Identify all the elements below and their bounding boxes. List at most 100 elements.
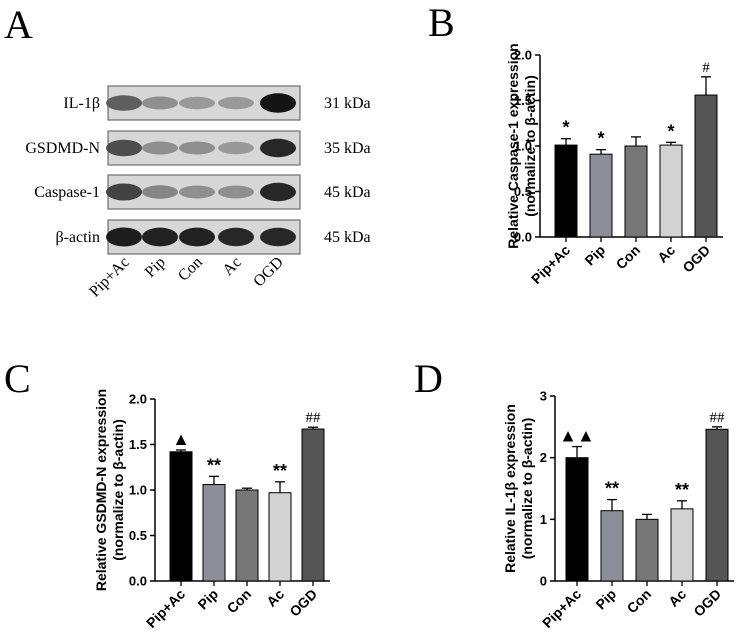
significance-marker: ** [605, 479, 619, 499]
y-tick-label: 1.0 [129, 483, 147, 498]
y-tick-label: 0.5 [129, 528, 147, 543]
significance-marker: # [702, 60, 710, 76]
blot-protein-label: GSDMD-N [25, 140, 100, 157]
panel-letter-d: D [414, 356, 443, 401]
bar [670, 508, 694, 582]
blot-lane-label: Pip [142, 254, 169, 281]
blot-size-label: 45 kDa [324, 229, 371, 246]
blot-lane-label: Con [175, 254, 206, 285]
significance-marker: ** [207, 455, 221, 475]
x-tick-label: Con [613, 242, 644, 273]
blot-band [260, 93, 296, 113]
significance-marker: ▲ [172, 429, 190, 449]
significance-marker: ## [710, 410, 726, 426]
blot-band [260, 138, 296, 158]
blot-protein-label: Caspase-1 [34, 184, 100, 201]
blot-size-label: 31 kDa [324, 95, 371, 112]
significance-marker: ▲▲ [559, 426, 595, 446]
bar [554, 144, 578, 238]
bar [600, 510, 624, 582]
significance-marker: * [667, 121, 674, 141]
blot-band [106, 227, 142, 247]
blot-lane-label: OGD [250, 254, 287, 291]
blot-protein-label: β-actin [55, 229, 100, 246]
significance-marker: * [597, 129, 604, 149]
x-tick-label: Pip [592, 586, 619, 613]
significance-marker: ## [306, 410, 322, 426]
x-tick-label: Pip+Ac [539, 586, 584, 631]
y-axis-label: Relative GSDMD-N expression [93, 389, 109, 591]
y-axis-label: (normalize to β-actin) [110, 419, 126, 561]
panel-letter-b: B [428, 0, 455, 45]
bar [624, 145, 648, 238]
significance-marker: ** [273, 461, 287, 481]
chart-il-1b: 0 1 2 3 Relative IL-1β expression (normalize … [502, 389, 734, 631]
bar [235, 489, 259, 582]
blot-lane-label: Pip+Ac [86, 254, 133, 301]
blot-band [106, 183, 142, 201]
blot-size-label: 45 kDa [324, 184, 371, 201]
x-tick-label: Ac [665, 586, 689, 610]
western-blot: IL-1β 31 kDa GSDMD-N 35 kDa Caspase-1 45 kDa β… [25, 85, 371, 301]
bar [202, 484, 226, 582]
blot-lane-label: Ac [220, 254, 245, 279]
blot-band [218, 96, 254, 110]
y-tick-label: 1.5 [514, 93, 532, 108]
x-tick-label: OGD [286, 586, 320, 620]
blot-band [179, 96, 215, 110]
blot-band [142, 185, 178, 199]
bar [659, 144, 683, 238]
blot-band [260, 182, 296, 202]
y-axis-label: Relative Caspase-1 expression [505, 43, 521, 248]
bar [565, 457, 589, 582]
y-tick-label: 2.0 [129, 392, 147, 407]
x-tick-label: Ac [654, 242, 678, 266]
bar [705, 428, 729, 582]
blot-band [260, 227, 296, 247]
blot-band [142, 227, 178, 247]
y-tick-label: 0 [540, 574, 547, 589]
bar [169, 451, 193, 582]
y-axis-label: (normalize to β-actin) [522, 75, 538, 217]
x-tick-label: Pip+Ac [528, 242, 573, 287]
blot-band [179, 141, 215, 155]
blot-band [218, 227, 254, 247]
blot-protein-label: IL-1β [63, 95, 100, 112]
y-tick-label: 0.0 [129, 574, 147, 589]
x-tick-label: Con [624, 586, 655, 617]
y-tick-label: 3 [540, 389, 547, 404]
y-tick-label: 1.5 [129, 437, 147, 452]
y-tick-label: 1 [540, 512, 547, 527]
y-axis-label: (normalize to β-actin) [519, 418, 535, 560]
x-tick-label: Pip [581, 242, 608, 269]
y-axis-label: Relative IL-1β expression [502, 404, 518, 573]
blot-band [218, 185, 254, 199]
x-tick-label: OGD [690, 586, 724, 620]
blot-band [106, 95, 142, 111]
x-tick-label: OGD [679, 242, 713, 276]
panel-letter-c: C [4, 356, 31, 401]
y-tick-label: 2 [540, 450, 547, 465]
bar [268, 492, 292, 582]
blot-band [218, 141, 254, 155]
x-tick-label: Pip [194, 586, 221, 613]
blot-band [179, 227, 215, 247]
blot-band [106, 139, 142, 157]
blot-band [142, 141, 178, 155]
x-tick-label: Ac [263, 586, 287, 610]
blot-band [142, 96, 178, 110]
significance-marker: * [562, 118, 569, 138]
blot-size-label: 35 kDa [324, 140, 371, 157]
y-tick-label: 2.0 [514, 48, 532, 63]
y-tick-label: 1.0 [514, 139, 532, 154]
y-tick-label: 0.0 [514, 230, 532, 245]
bar [301, 428, 325, 582]
chart-gsdmd-n: 0.0 0.5 1.0 1.5 2.0 Relative GSDMD-N expressi… [93, 389, 330, 631]
bar [635, 518, 659, 582]
bar [694, 94, 718, 238]
panel-letter-a: A [4, 2, 33, 47]
x-tick-label: Con [224, 586, 255, 617]
bar [589, 153, 613, 238]
